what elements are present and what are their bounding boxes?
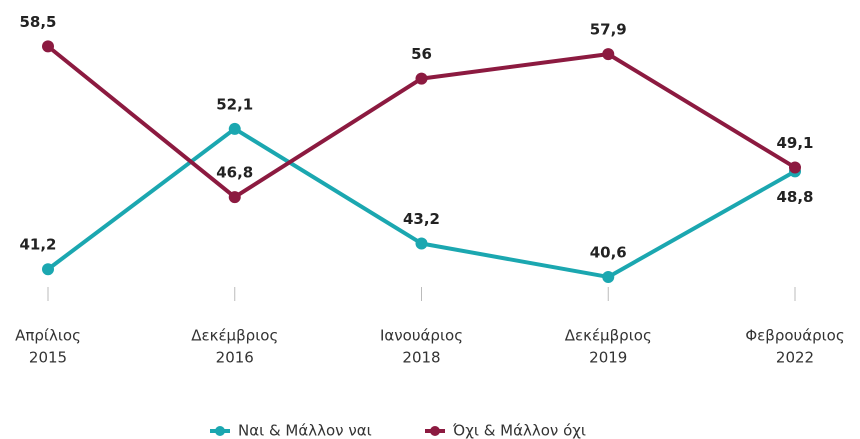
legend-marker (430, 426, 440, 436)
point (789, 161, 801, 174)
data-label: 43,2 (403, 210, 440, 228)
data-label: 40,6 (590, 243, 627, 261)
point (602, 270, 615, 283)
x-tick-label: Δεκέμβριος (191, 327, 278, 345)
data-label: 56 (411, 45, 432, 63)
legend-item: Όχι & Μάλλον όχι (425, 422, 586, 439)
x-tick-label: 2016 (216, 349, 254, 367)
data-label: 46,8 (216, 164, 253, 182)
x-tick-label: Δεκέμβριος (565, 327, 652, 345)
x-tick-label: Φεβρουάριος (745, 327, 844, 345)
legend-label: Όχι & Μάλλον όχι (452, 422, 586, 439)
point (42, 40, 54, 53)
point (228, 122, 241, 135)
point (42, 263, 54, 276)
point (415, 237, 428, 250)
x-tick-label: Ιανουάριος (380, 327, 463, 345)
data-label: 48,8 (776, 188, 813, 206)
x-tick-label: 2018 (402, 349, 440, 367)
series-line (46, 126, 796, 279)
x-tick-label: 2015 (29, 349, 67, 367)
data-label: 58,5 (19, 13, 56, 31)
point (228, 191, 241, 204)
data-label: 49,1 (776, 134, 813, 152)
legend-marker (215, 426, 225, 436)
legend-label: Ναι & Μάλλον ναι (238, 422, 372, 439)
x-tick-label: 2019 (589, 349, 627, 367)
point (415, 72, 428, 85)
x-tick-label: 2022 (776, 349, 814, 367)
data-label: 41,2 (19, 236, 56, 254)
legend-item: Ναι & Μάλλον ναι (210, 422, 372, 439)
data-label: 57,9 (590, 21, 627, 39)
x-tick-label: Απρίλιος (15, 327, 81, 345)
data-label: 52,1 (216, 95, 253, 113)
point (602, 48, 615, 61)
series-line (46, 44, 797, 200)
